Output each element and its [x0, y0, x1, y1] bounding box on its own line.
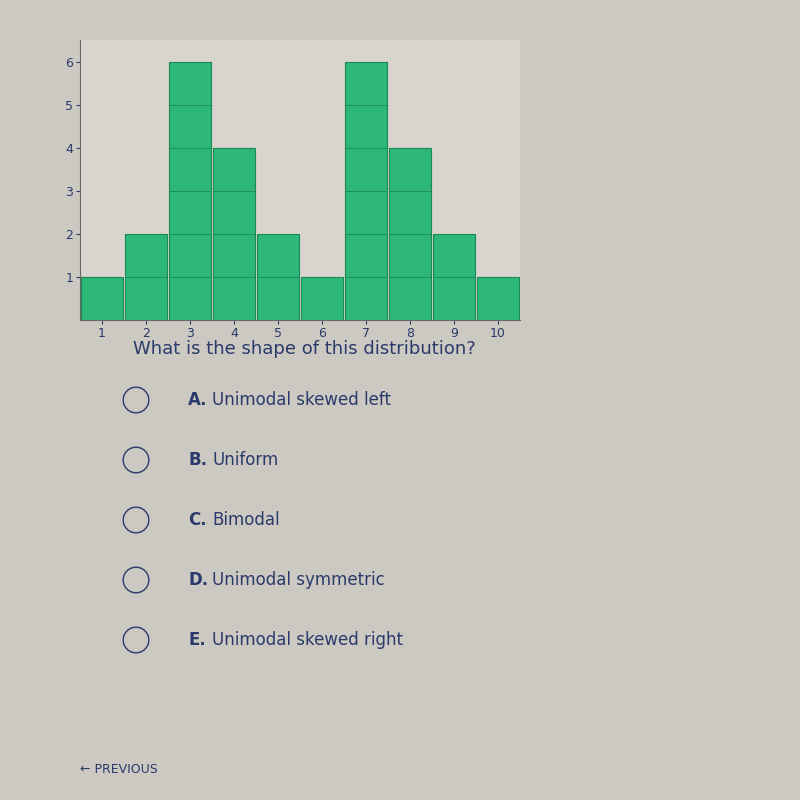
- Text: ← PREVIOUS: ← PREVIOUS: [80, 763, 158, 776]
- Text: E.: E.: [188, 631, 206, 649]
- Bar: [257, 234, 299, 320]
- Text: D.: D.: [188, 571, 208, 589]
- Text: Unimodal skewed right: Unimodal skewed right: [212, 631, 403, 649]
- Text: A.: A.: [188, 391, 207, 409]
- Text: Unimodal symmetric: Unimodal symmetric: [212, 571, 385, 589]
- Text: Uniform: Uniform: [212, 451, 278, 469]
- Text: Bimodal: Bimodal: [212, 511, 280, 529]
- Bar: [345, 62, 387, 320]
- Text: C.: C.: [188, 511, 206, 529]
- Text: B.: B.: [188, 451, 207, 469]
- Text: Unimodal skewed left: Unimodal skewed left: [212, 391, 391, 409]
- Bar: [213, 148, 255, 320]
- Bar: [433, 234, 475, 320]
- Text: What is the shape of this distribution?: What is the shape of this distribution?: [133, 340, 475, 358]
- Bar: [81, 277, 123, 320]
- Bar: [389, 148, 431, 320]
- Bar: [169, 62, 211, 320]
- Bar: [125, 234, 167, 320]
- Bar: [301, 277, 343, 320]
- Bar: [477, 277, 519, 320]
